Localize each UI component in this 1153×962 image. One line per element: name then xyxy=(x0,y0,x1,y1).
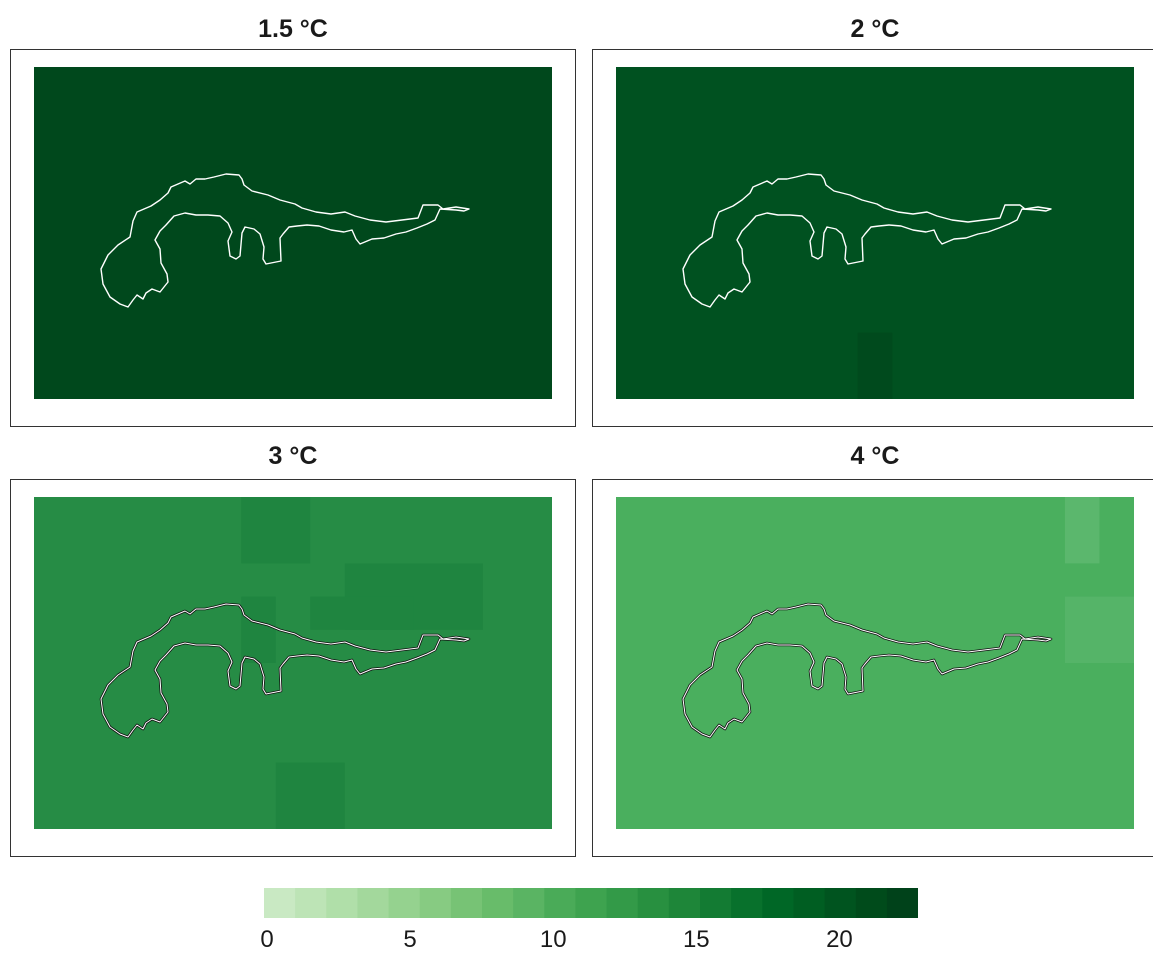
region-outline-group xyxy=(682,173,1052,308)
region-outline xyxy=(100,173,470,308)
region-outline-group xyxy=(681,602,1053,739)
map-panel-4c xyxy=(592,479,1153,857)
region-outline-inner xyxy=(100,603,470,738)
colorbar-swatch xyxy=(824,888,857,918)
grid-cell xyxy=(275,762,345,829)
panel-title-3: 3 °C xyxy=(268,442,318,470)
grid-background xyxy=(34,67,552,399)
colorbar-swatch xyxy=(264,888,296,918)
map-panel-1-5c xyxy=(10,49,576,427)
colorbar-swatch xyxy=(793,888,826,918)
map-area-2c xyxy=(616,67,1134,399)
map-svg-1-5c xyxy=(34,67,552,399)
colorbar-swatch xyxy=(668,888,701,918)
colorbar-swatch xyxy=(637,888,670,918)
colorbar-tick-label: 10 xyxy=(539,926,567,953)
region-outline-group xyxy=(99,602,471,739)
map-area-3c xyxy=(34,497,552,829)
colorbar-swatch xyxy=(450,888,483,918)
grid-cell xyxy=(241,596,276,663)
grid-cell xyxy=(857,332,893,399)
region-outline xyxy=(682,173,1052,308)
map-area-4c xyxy=(616,497,1134,829)
colorbar-tick-label: 15 xyxy=(682,926,710,953)
map-svg-3c xyxy=(34,497,552,829)
colorbar-swatch xyxy=(482,888,514,918)
grid-background xyxy=(616,497,1134,829)
map-panel-2c xyxy=(592,49,1153,427)
map-panel-3c xyxy=(10,479,576,857)
grid-cell xyxy=(1064,596,1134,663)
map-svg-4c xyxy=(616,497,1134,829)
grid-cell xyxy=(1064,497,1100,564)
colorbar-swatch xyxy=(357,888,390,918)
colorbar-swatch xyxy=(731,888,763,918)
colorbar-svg xyxy=(264,888,919,918)
colorbar-swatch xyxy=(544,888,577,918)
colorbar-swatch xyxy=(886,888,919,918)
panel-title-4: 4 °C xyxy=(850,442,900,470)
colorbar-swatch xyxy=(575,888,608,918)
colorbar-swatch xyxy=(700,888,732,918)
colorbar-swatch xyxy=(295,888,327,918)
colorbar-swatch xyxy=(762,888,795,918)
grid-cell xyxy=(310,596,414,630)
region-outline-group xyxy=(100,173,470,308)
colorbar-swatch xyxy=(419,888,452,918)
map-svg-2c xyxy=(616,67,1134,399)
panel-title-1: 1.5 °C xyxy=(258,15,328,43)
colorbar-tick-label: 0 xyxy=(260,926,274,953)
colorbar-swatch xyxy=(326,888,359,918)
colorbar-ticks: 0 5 10 15 20 xyxy=(0,926,1153,962)
colorbar-swatch xyxy=(513,888,545,918)
colorbar xyxy=(264,888,919,918)
panel-title-2: 2 °C xyxy=(850,15,900,43)
colorbar-swatch xyxy=(855,888,888,918)
grid-cell xyxy=(241,497,311,564)
map-area-1-5c xyxy=(34,67,552,399)
colorbar-swatch xyxy=(388,888,421,918)
colorbar-tick-label: 5 xyxy=(403,926,417,953)
colorbar-tick-label: 20 xyxy=(826,926,853,953)
colorbar-swatch xyxy=(606,888,639,918)
region-outline-inner xyxy=(682,603,1052,738)
